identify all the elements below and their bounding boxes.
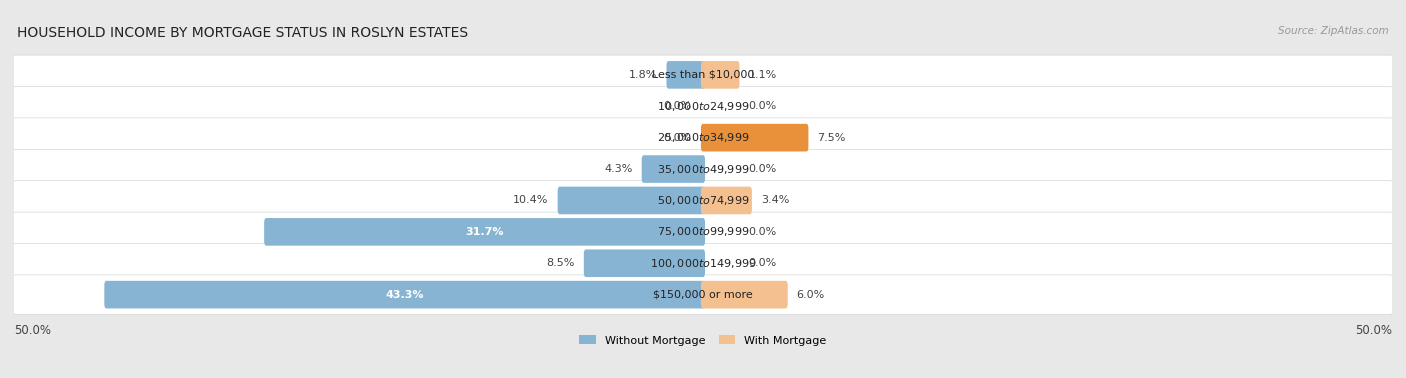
FancyBboxPatch shape xyxy=(264,218,704,246)
Text: 0.0%: 0.0% xyxy=(748,101,776,111)
Text: 7.5%: 7.5% xyxy=(817,133,846,143)
FancyBboxPatch shape xyxy=(666,61,704,89)
FancyBboxPatch shape xyxy=(583,249,704,277)
FancyBboxPatch shape xyxy=(13,181,1393,220)
Text: $150,000 or more: $150,000 or more xyxy=(654,290,752,300)
Text: $10,000 to $24,999: $10,000 to $24,999 xyxy=(657,100,749,113)
Text: 3.4%: 3.4% xyxy=(761,195,789,206)
Text: Source: ZipAtlas.com: Source: ZipAtlas.com xyxy=(1278,26,1389,36)
FancyBboxPatch shape xyxy=(558,187,704,214)
FancyBboxPatch shape xyxy=(13,118,1393,158)
Text: 4.3%: 4.3% xyxy=(605,164,633,174)
Text: $100,000 to $149,999: $100,000 to $149,999 xyxy=(650,257,756,270)
Text: HOUSEHOLD INCOME BY MORTGAGE STATUS IN ROSLYN ESTATES: HOUSEHOLD INCOME BY MORTGAGE STATUS IN R… xyxy=(17,26,468,40)
FancyBboxPatch shape xyxy=(13,243,1393,283)
Text: 0.0%: 0.0% xyxy=(748,227,776,237)
Text: 1.1%: 1.1% xyxy=(748,70,776,80)
Text: 50.0%: 50.0% xyxy=(1355,324,1392,337)
Text: 0.0%: 0.0% xyxy=(664,133,692,143)
FancyBboxPatch shape xyxy=(13,212,1393,252)
FancyBboxPatch shape xyxy=(13,87,1393,126)
FancyBboxPatch shape xyxy=(104,281,704,308)
FancyBboxPatch shape xyxy=(702,281,787,308)
Text: 0.0%: 0.0% xyxy=(664,101,692,111)
Text: $75,000 to $99,999: $75,000 to $99,999 xyxy=(657,225,749,239)
FancyBboxPatch shape xyxy=(702,124,808,152)
FancyBboxPatch shape xyxy=(641,155,704,183)
Text: 6.0%: 6.0% xyxy=(797,290,825,300)
FancyBboxPatch shape xyxy=(702,187,752,214)
Text: 1.8%: 1.8% xyxy=(628,70,658,80)
FancyBboxPatch shape xyxy=(13,275,1393,314)
FancyBboxPatch shape xyxy=(13,149,1393,189)
Text: $25,000 to $34,999: $25,000 to $34,999 xyxy=(657,131,749,144)
Text: 43.3%: 43.3% xyxy=(385,290,425,300)
Text: 31.7%: 31.7% xyxy=(465,227,503,237)
Legend: Without Mortgage, With Mortgage: Without Mortgage, With Mortgage xyxy=(575,331,831,350)
FancyBboxPatch shape xyxy=(702,61,740,89)
Text: 0.0%: 0.0% xyxy=(748,258,776,268)
Text: 10.4%: 10.4% xyxy=(513,195,548,206)
FancyBboxPatch shape xyxy=(13,55,1393,94)
Text: $50,000 to $74,999: $50,000 to $74,999 xyxy=(657,194,749,207)
Text: 8.5%: 8.5% xyxy=(547,258,575,268)
Text: 50.0%: 50.0% xyxy=(14,324,51,337)
Text: Less than $10,000: Less than $10,000 xyxy=(652,70,754,80)
Text: 0.0%: 0.0% xyxy=(748,164,776,174)
Text: $35,000 to $49,999: $35,000 to $49,999 xyxy=(657,163,749,175)
